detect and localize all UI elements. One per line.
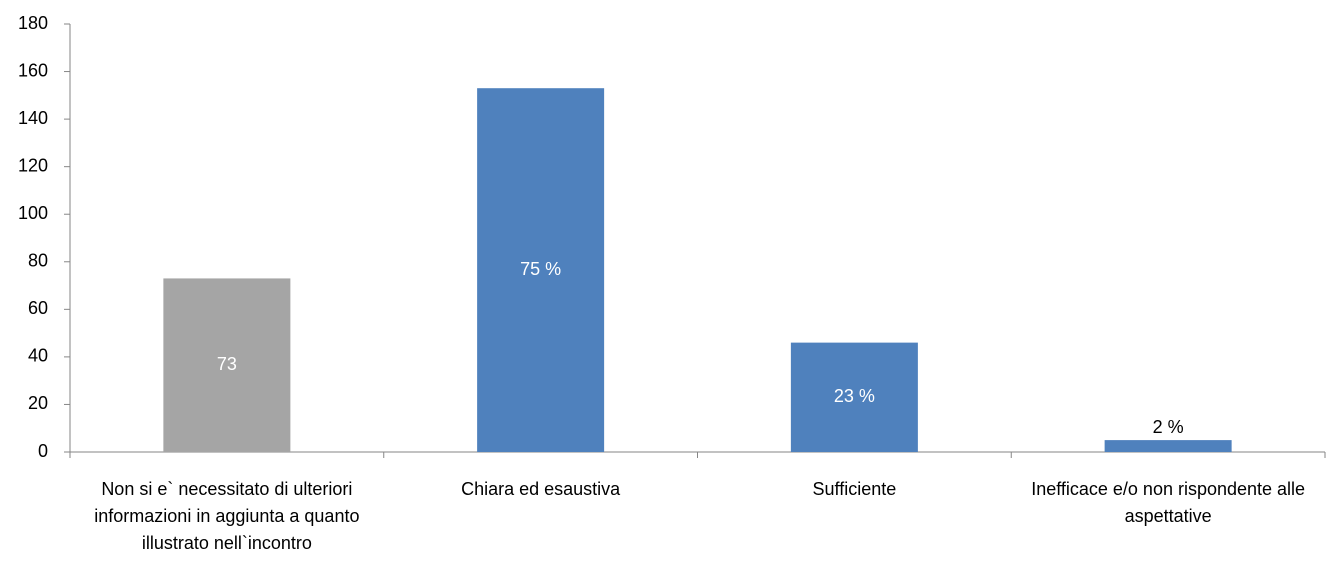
y-tick-label: 100: [18, 203, 48, 223]
y-tick-label: 80: [28, 251, 48, 271]
y-tick-label: 180: [18, 13, 48, 33]
bar: [477, 88, 605, 452]
x-tick-label: Inefficace e/o non rispondente alle aspe…: [1031, 479, 1306, 526]
bar: [1104, 440, 1232, 452]
y-tick-label: 120: [18, 155, 48, 175]
data-label: 73: [217, 354, 237, 374]
x-tick-label: Non si e` necessitato di ulteriori infor…: [94, 479, 360, 553]
y-tick-label: 0: [38, 441, 48, 461]
y-tick-label: 160: [18, 60, 48, 80]
y-tick-label: 140: [18, 108, 48, 128]
x-tick-label: Chiara ed esaustiva: [461, 479, 621, 499]
data-label: 23 %: [834, 386, 875, 406]
x-tick-label: Sufficiente: [812, 479, 897, 499]
data-label: 2 %: [1153, 417, 1184, 437]
bar: [163, 278, 291, 452]
bar: [790, 342, 918, 452]
data-label: 75 %: [520, 259, 561, 279]
y-tick-label: 20: [28, 393, 48, 413]
y-tick-label: 40: [28, 346, 48, 366]
y-tick-label: 60: [28, 298, 48, 318]
